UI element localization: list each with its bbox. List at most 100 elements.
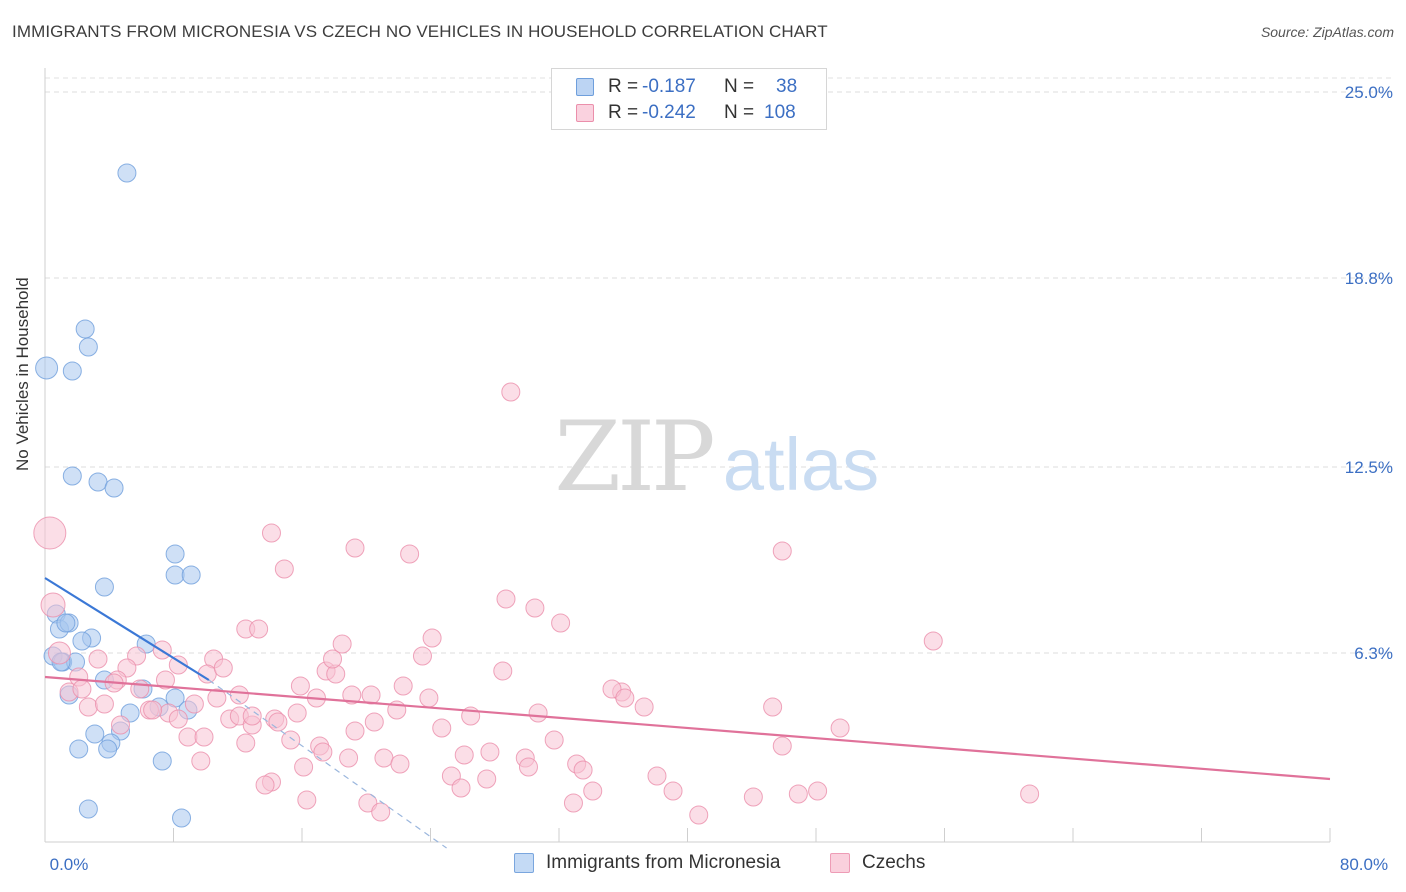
- point-micronesia: [94, 577, 114, 597]
- y-tick-label: 6.3%: [1354, 644, 1393, 663]
- point-czechs: [432, 718, 452, 738]
- point-czechs: [236, 733, 256, 753]
- point-czechs: [647, 766, 667, 786]
- watermark-atlas: atlas: [723, 423, 879, 506]
- legend-n-value: 108: [764, 102, 796, 123]
- legend-row-czechs: R = -0.242 N = 108: [576, 102, 796, 124]
- point-czechs: [573, 760, 593, 780]
- point-czechs: [454, 745, 474, 765]
- legend-r-label: R =: [608, 76, 639, 97]
- axes: [44, 68, 1331, 843]
- point-czechs: [332, 634, 352, 654]
- series-swatch-czechs: [830, 853, 850, 873]
- point-czechs: [689, 805, 709, 825]
- point-czechs: [143, 700, 163, 720]
- correlation-legend: R = -0.187 N = 38 R = -0.242 N = 108: [551, 68, 827, 130]
- series-legend-czechs[interactable]: Czechs: [830, 852, 925, 874]
- point-czechs: [422, 628, 442, 648]
- grid-lines: [45, 77, 1394, 654]
- point-czechs: [191, 751, 211, 771]
- point-czechs: [242, 706, 262, 726]
- point-czechs: [78, 697, 98, 717]
- point-micronesia: [98, 739, 118, 759]
- point-czechs: [342, 685, 362, 705]
- chart-title: IMMIGRANTS FROM MICRONESIA VS CZECH NO V…: [12, 22, 828, 41]
- series-swatch-micronesia: [514, 853, 534, 873]
- point-czechs: [40, 592, 66, 618]
- point-czechs: [583, 781, 603, 801]
- point-czechs: [419, 688, 439, 708]
- point-czechs: [528, 703, 548, 723]
- point-czechs: [763, 697, 783, 717]
- point-czechs: [339, 748, 359, 768]
- point-czechs: [772, 541, 792, 561]
- point-micronesia: [88, 472, 108, 492]
- point-czechs: [518, 757, 538, 777]
- series-label-micronesia: Immigrants from Micronesia: [546, 852, 781, 873]
- point-micronesia: [62, 361, 82, 381]
- point-czechs: [525, 598, 545, 618]
- point-micronesia: [172, 808, 192, 828]
- point-czechs: [287, 703, 307, 723]
- point-micronesia: [35, 356, 59, 380]
- point-czechs: [634, 697, 654, 717]
- point-micronesia: [62, 466, 82, 486]
- legend-r-value: -0.242: [642, 102, 696, 123]
- point-czechs: [33, 516, 67, 550]
- point-czechs: [72, 679, 92, 699]
- point-czechs: [268, 712, 288, 732]
- point-czechs: [830, 718, 850, 738]
- point-czechs: [374, 748, 394, 768]
- point-micronesia: [75, 319, 95, 339]
- point-micronesia: [165, 565, 185, 585]
- point-czechs: [345, 721, 365, 741]
- point-czechs: [274, 559, 294, 579]
- y-tick-label: 18.8%: [1345, 269, 1393, 288]
- point-czechs: [371, 802, 391, 822]
- point-czechs: [255, 775, 275, 795]
- y-axis-label: No Vehicles in Household: [13, 277, 32, 471]
- trend-line-micronesia: [44, 577, 210, 681]
- watermark-zip: ZIP: [554, 401, 713, 513]
- point-czechs: [400, 544, 420, 564]
- legend-r-label: R =: [608, 102, 639, 123]
- legend-r-value: -0.187: [642, 76, 696, 97]
- point-micronesia: [78, 799, 98, 819]
- legend-swatch-czechs: [576, 104, 594, 122]
- trend-line-czechs: [44, 675, 1331, 781]
- point-czechs: [155, 670, 175, 690]
- point-czechs: [94, 694, 114, 714]
- point-czechs: [47, 641, 71, 665]
- legend-row-micronesia: R = -0.187 N = 38: [576, 76, 797, 98]
- point-czechs: [477, 769, 497, 789]
- point-czechs: [501, 382, 521, 402]
- point-czechs: [663, 781, 683, 801]
- point-czechs: [412, 646, 432, 666]
- point-micronesia: [56, 613, 76, 633]
- series-legend-micronesia[interactable]: Immigrants from Micronesia: [514, 852, 780, 874]
- legend-n-label: N =: [724, 76, 755, 97]
- point-czechs: [772, 736, 792, 756]
- point-czechs: [130, 679, 150, 699]
- point-czechs: [808, 781, 828, 801]
- point-czechs: [297, 790, 317, 810]
- point-czechs: [1020, 784, 1040, 804]
- point-czechs: [294, 757, 314, 777]
- point-micronesia: [85, 724, 105, 744]
- y-tick-label: 25.0%: [1345, 83, 1393, 102]
- point-czechs: [788, 784, 808, 804]
- point-micronesia: [69, 739, 89, 759]
- point-czechs: [364, 712, 384, 732]
- point-czechs: [88, 649, 108, 669]
- y-tick-label: 12.5%: [1345, 458, 1393, 477]
- legend-n-label: N =: [724, 102, 755, 123]
- series-label-czechs: Czechs: [862, 852, 926, 873]
- series-legend: Immigrants from Micronesia Czechs: [0, 852, 1406, 878]
- point-czechs: [194, 727, 214, 747]
- point-czechs: [743, 787, 763, 807]
- point-czechs: [496, 589, 516, 609]
- point-czechs: [615, 688, 635, 708]
- point-czechs: [551, 613, 571, 633]
- point-micronesia: [72, 631, 92, 651]
